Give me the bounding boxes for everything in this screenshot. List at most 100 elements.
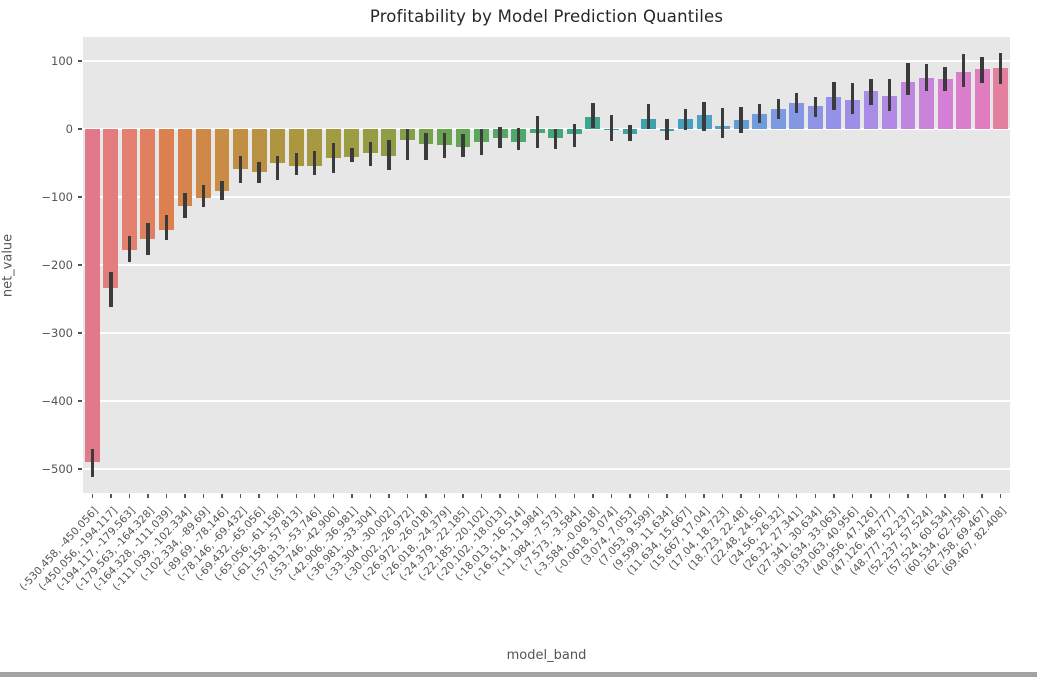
error-bar [164,214,169,240]
x-tick-mark [202,494,205,498]
bar [121,128,137,251]
x-tick-mark [406,494,409,498]
x-tick-mark [962,494,965,498]
x-tick-mark [295,494,297,498]
error-bar [257,161,261,183]
error-bar [646,104,651,129]
bar [807,106,823,129]
x-tick-mark [480,494,483,498]
bar [826,96,842,129]
x-tick-mark [759,494,761,498]
x-tick-mark [610,494,613,498]
bar [344,128,360,158]
x-tick-mark [369,494,372,498]
x-tick-mark [499,494,501,498]
bar [159,128,174,230]
y-tick-mark [78,400,82,402]
error-bar [758,104,762,124]
x-tick-mark [443,494,446,498]
bar [937,78,953,129]
x-axis-label: model_band [506,648,587,663]
gridline [83,264,1010,266]
error-bar [720,107,725,139]
bar [900,81,916,129]
x-tick-mark [944,494,946,498]
x-tick-mark [981,494,983,498]
x-tick-mark [666,494,668,498]
y-tick-label: −500 [41,462,73,477]
bar [140,128,156,240]
x-tick-mark [110,494,112,498]
error-bar [331,143,335,174]
x-tick-mark [462,494,464,498]
bar [789,103,805,129]
gridline [83,400,1010,402]
bar [307,128,323,167]
x-tick-mark [332,494,334,498]
error-bar [961,54,966,87]
error-bar [887,79,892,112]
gridline [83,196,1010,198]
bar [770,109,786,129]
bar [863,91,879,129]
plot-area [83,37,1010,493]
error-bar [201,184,206,208]
error-bar [924,64,929,92]
error-bar [405,128,410,160]
x-tick-mark [555,494,557,498]
error-bar [146,222,150,255]
y-tick-mark [78,196,82,198]
error-bar [275,156,280,180]
error-bar [294,153,298,176]
x-tick-mark [221,494,223,498]
error-bar [572,124,576,147]
error-bar [368,142,373,167]
error-bar [980,56,984,83]
bar [882,96,897,129]
error-bar [776,98,780,119]
y-tick-mark [78,60,82,62]
x-tick-mark [388,494,390,498]
bar [993,68,1009,129]
error-bar [387,139,391,170]
y-tick-label: −400 [41,394,73,409]
error-bar [461,134,465,158]
error-bar [739,107,743,133]
gridline [83,128,1010,130]
bar [103,128,119,289]
x-tick-mark [684,494,687,498]
error-bar [90,448,94,478]
bar [288,128,304,166]
error-bar [535,115,539,148]
bar [956,71,972,129]
x-tick-mark [517,494,520,498]
error-bar [832,81,836,110]
bar [214,128,230,192]
error-bar [238,156,243,184]
x-tick-mark [870,494,872,498]
x-tick-mark [907,494,909,498]
error-bar [869,78,873,106]
error-bar [999,52,1003,84]
error-bar [220,181,224,200]
bar [84,128,100,463]
gridline [83,60,1010,62]
y-tick-label: 100 [51,53,73,68]
bar [196,128,211,199]
error-bar [609,115,614,142]
y-tick-label: −100 [41,189,73,204]
x-tick-mark [184,494,186,498]
error-bar [813,96,818,117]
error-bar [479,128,484,156]
x-tick-mark [147,494,149,498]
chart-title: Profitability by Model Prediction Quanti… [369,7,724,26]
x-tick-mark [258,494,260,498]
x-tick-mark [851,494,854,498]
error-bar [516,128,521,150]
error-bar [850,82,855,114]
error-bar [665,118,669,141]
x-tick-mark [925,494,928,498]
error-bar [498,126,502,148]
x-tick-mark [239,494,242,498]
